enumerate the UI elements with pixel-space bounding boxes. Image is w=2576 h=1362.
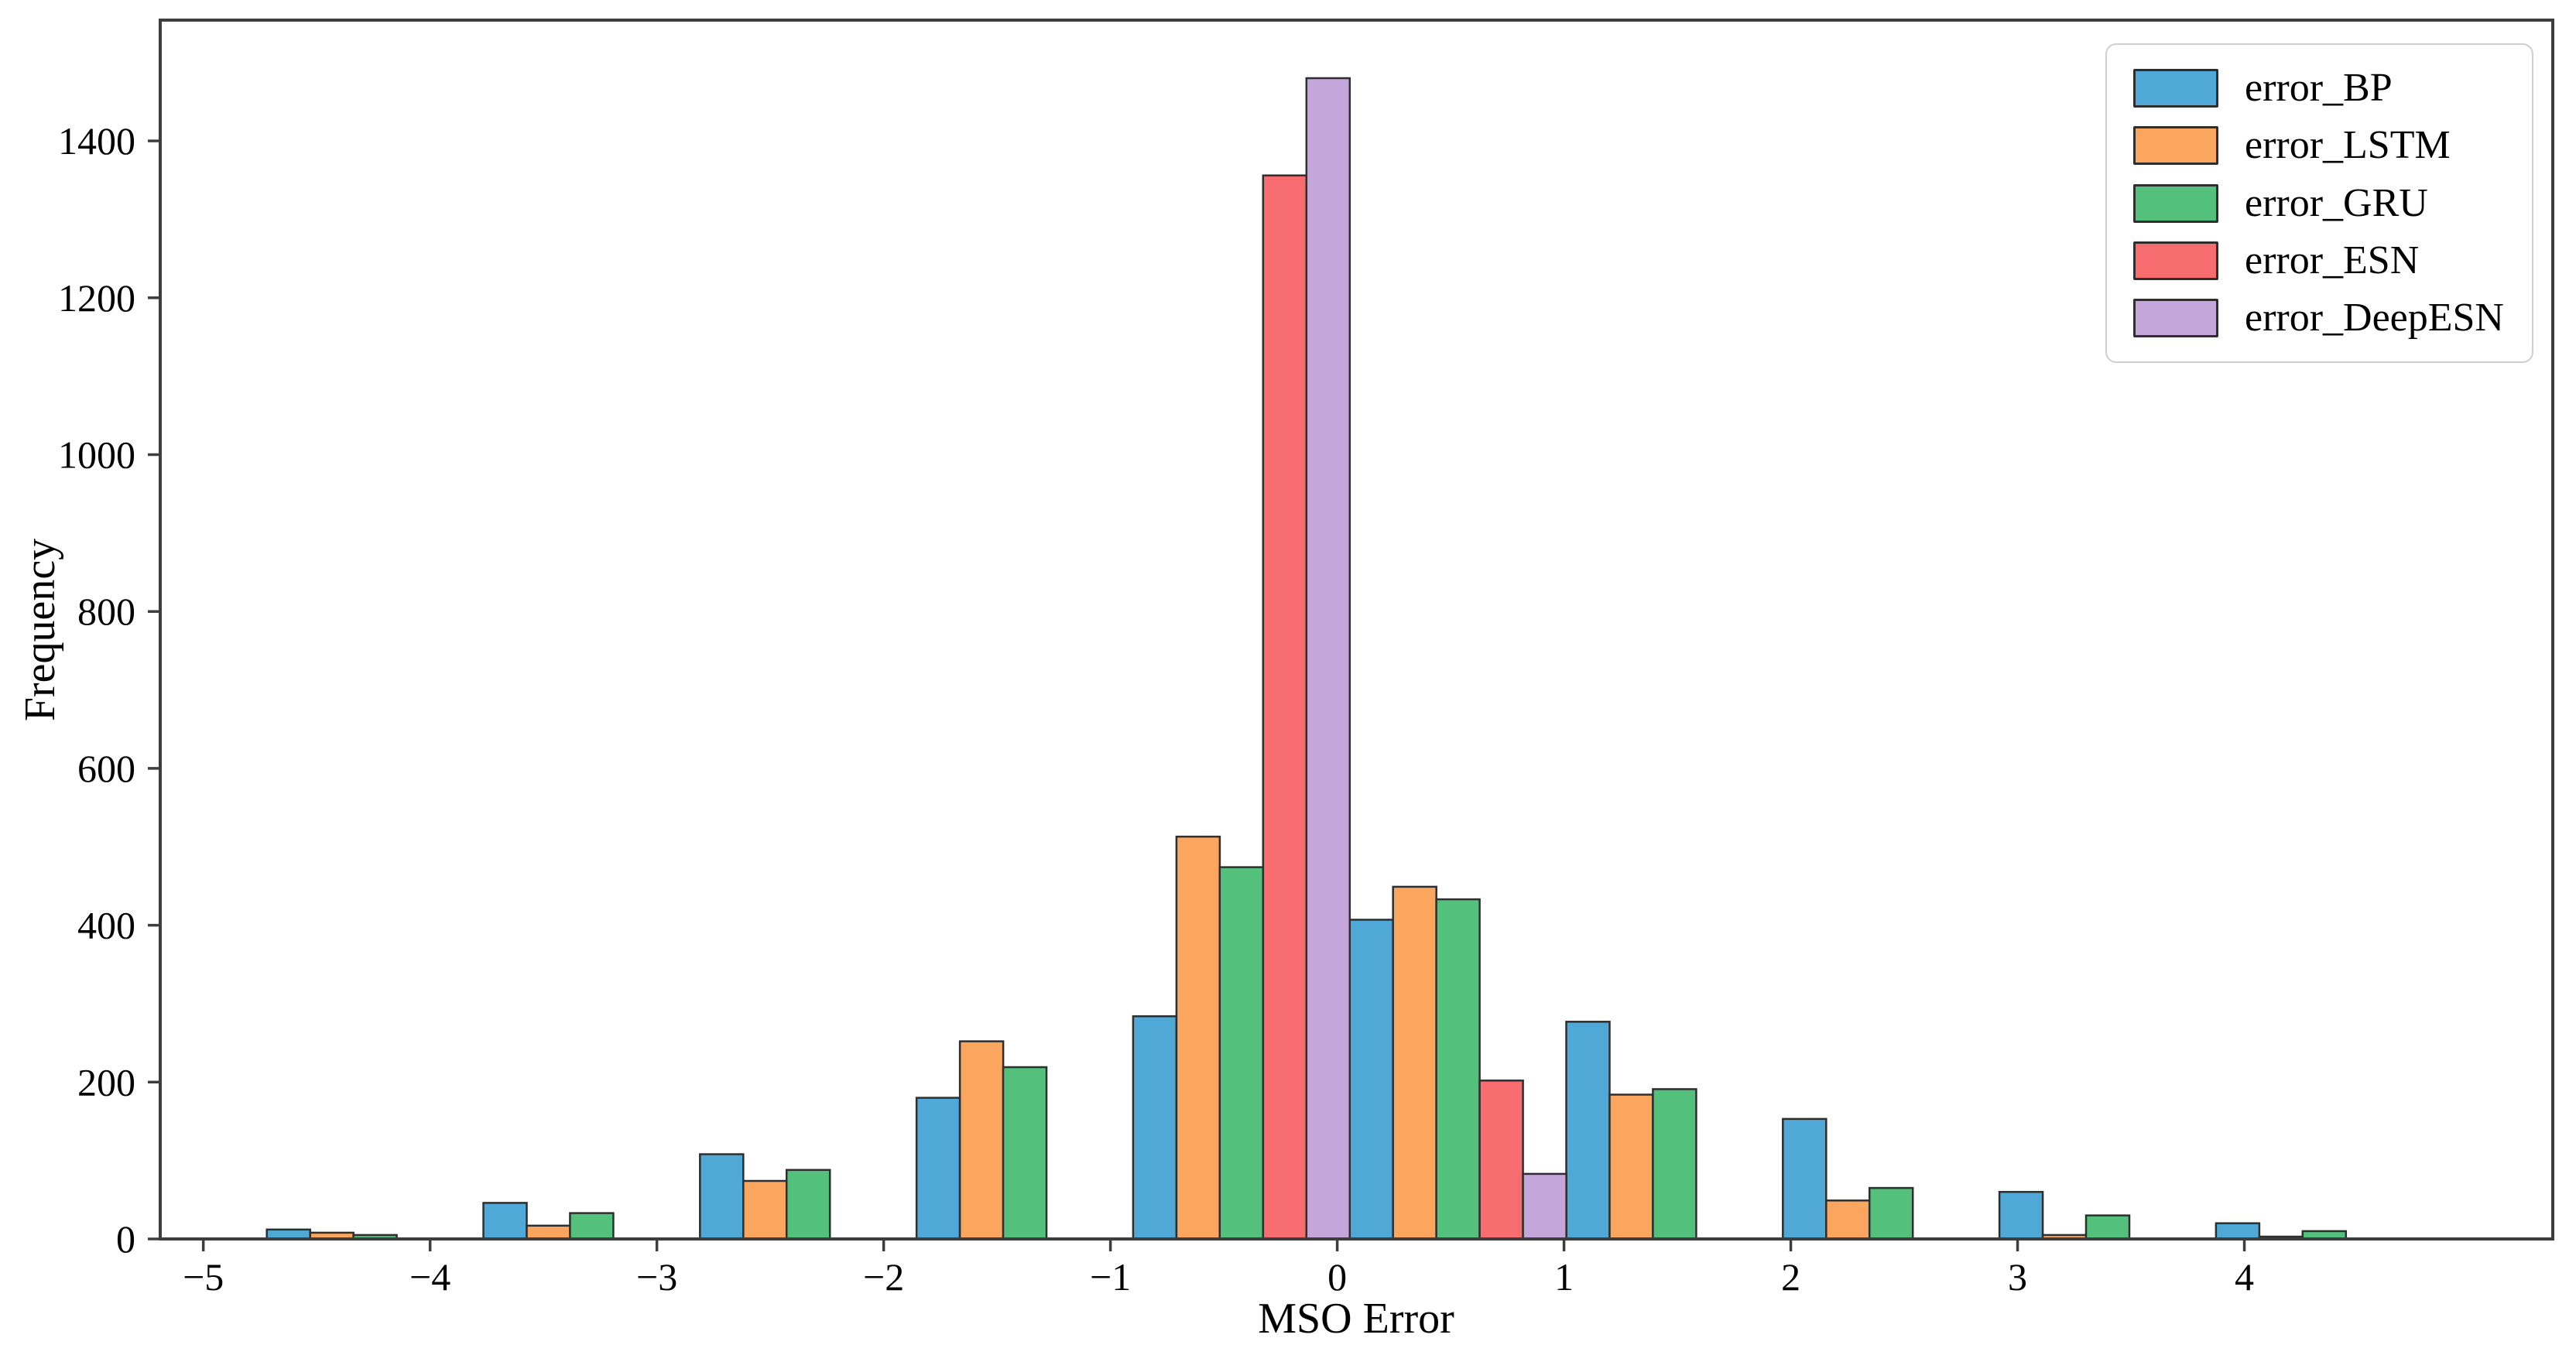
bar-error_LSTM-bin6 — [1608, 1093, 1654, 1241]
y-tick-label: 800 — [77, 590, 135, 633]
bar-error_BP-bin4 — [1132, 1015, 1178, 1241]
bar-error_DeepESN-bin5 — [1522, 1172, 1567, 1241]
bar-error_LSTM-bin1 — [526, 1224, 571, 1241]
x-tick-label: −2 — [863, 1255, 904, 1299]
y-tick-label: 0 — [116, 1217, 135, 1261]
x-tick-label: −1 — [1090, 1255, 1131, 1299]
bar-error_GRU-bin4 — [1218, 866, 1265, 1241]
legend-swatch-error_DeepESN — [2133, 299, 2218, 337]
x-tick-label: 2 — [1781, 1255, 1800, 1299]
bar-error_BP-bin7 — [1782, 1117, 1828, 1241]
legend-swatch-error_GRU — [2133, 183, 2218, 223]
x-tick-label: −3 — [636, 1255, 677, 1299]
bar-error_GRU-bin6 — [1652, 1088, 1697, 1241]
legend-label-error_GRU: error_GRU — [2245, 180, 2428, 225]
legend-entry-error_ESN: error_ESN — [2133, 238, 2506, 282]
legend-label-error_ESN: error_ESN — [2245, 238, 2420, 282]
bar-error_GRU-bin2 — [785, 1169, 831, 1241]
legend-label-error_DeepESN: error_DeepESN — [2245, 296, 2504, 340]
x-tick-label: 3 — [2008, 1255, 2027, 1299]
bar-error_GRU-bin1 — [569, 1212, 615, 1241]
bar-error_LSTM-bin5 — [1392, 885, 1437, 1241]
y-tick-label: 1200 — [58, 276, 135, 320]
y-axis-label: Frequency — [16, 538, 64, 722]
bar-error_GRU-bin8 — [2084, 1214, 2131, 1241]
bar-error_BP-bin1 — [482, 1202, 528, 1241]
bar-error_LSTM-bin7 — [1825, 1199, 1871, 1241]
bar-error_ESN-bin4 — [1262, 174, 1308, 1241]
y-tick-label: 1400 — [58, 119, 135, 163]
y-tick-label: 1000 — [58, 433, 135, 476]
y-tick-label: 400 — [77, 904, 135, 947]
bar-error_BP-bin5 — [1348, 919, 1394, 1241]
bar-error_LSTM-bin2 — [742, 1179, 788, 1241]
bar-error_GRU-bin7 — [1868, 1186, 1914, 1241]
bar-error_BP-bin9 — [2215, 1222, 2261, 1241]
legend-swatch-error_BP — [2133, 69, 2218, 108]
legend-label-error_LSTM: error_LSTM — [2245, 123, 2451, 168]
bar-error_GRU-bin5 — [1435, 898, 1481, 1241]
x-tick-label: 0 — [1327, 1255, 1347, 1299]
legend-label-error_BP: error_BP — [2245, 66, 2393, 110]
legend-entry-error_GRU: error_GRU — [2133, 183, 2506, 224]
x-tick-label: 4 — [2235, 1255, 2254, 1299]
bar-error_LSTM-bin3 — [958, 1040, 1005, 1241]
y-tick-label: 200 — [77, 1060, 135, 1104]
legend-entry-error_DeepESN: error_DeepESN — [2133, 298, 2506, 338]
legend-swatch-error_LSTM — [2133, 126, 2218, 166]
bar-error_BP-bin2 — [699, 1153, 745, 1241]
legend-swatch-error_ESN — [2133, 241, 2218, 280]
x-tick-label: −5 — [183, 1255, 224, 1299]
bar-error_LSTM-bin4 — [1175, 835, 1221, 1241]
plot-frame — [159, 19, 2554, 1241]
x-tick-label: 1 — [1554, 1255, 1574, 1299]
bar-error_ESN-bin5 — [1478, 1080, 1524, 1241]
bar-error_DeepESN-bin4 — [1305, 77, 1351, 1241]
x-axis-label: MSO Error — [1258, 1295, 1454, 1343]
legend-entry-error_BP: error_BP — [2133, 68, 2506, 108]
y-tick-label: 600 — [77, 747, 135, 790]
legend-entry-error_LSTM: error_LSTM — [2133, 125, 2506, 166]
bar-error_BP-bin3 — [915, 1097, 961, 1241]
bar-error_BP-bin8 — [1998, 1190, 2044, 1241]
x-tick-label: −4 — [409, 1255, 450, 1299]
bar-error_GRU-bin3 — [1002, 1066, 1048, 1241]
bar-error_BP-bin6 — [1565, 1021, 1611, 1241]
